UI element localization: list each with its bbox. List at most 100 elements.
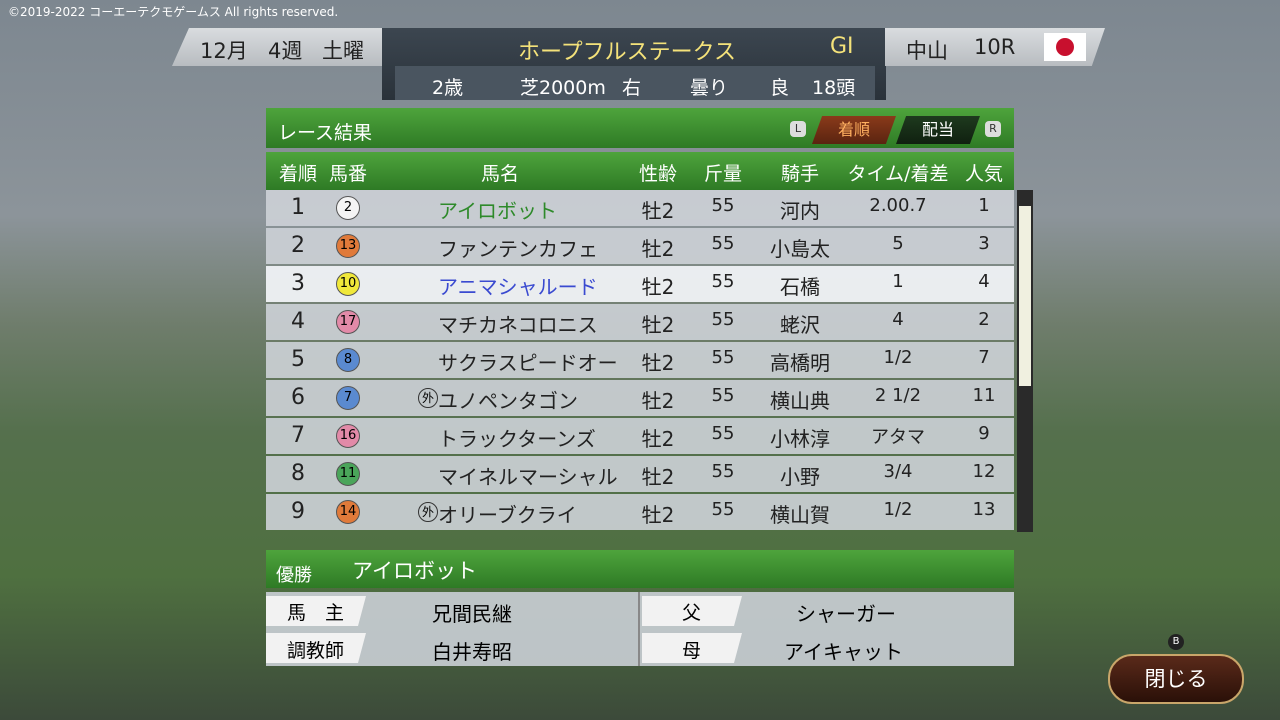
popularity: 11 — [972, 385, 996, 406]
tab-rank[interactable]: 着順 — [812, 116, 896, 144]
column-header: タイム/着差 — [847, 163, 949, 185]
trainer: 白井寿昭 — [432, 640, 512, 664]
label-bg — [266, 596, 366, 626]
day: 土曜 — [322, 39, 364, 63]
jockey: 横山典 — [770, 389, 830, 413]
horse-number: 7 — [336, 386, 360, 410]
horse-name: ユノペンタゴン — [438, 389, 578, 413]
copyright: ©2019-2022 コーエーテクモゲームス All rights reserv… — [8, 5, 339, 19]
margin: 1/2 — [883, 499, 913, 520]
weight: 55 — [711, 423, 735, 444]
horse-number: 13 — [336, 234, 360, 258]
sex-age: 牡2 — [641, 351, 675, 375]
result-row[interactable] — [266, 304, 1014, 340]
result-row[interactable] — [266, 342, 1014, 378]
b-hint: B — [1168, 634, 1184, 650]
result-row[interactable] — [266, 418, 1014, 454]
owner: 兄間民継 — [432, 602, 512, 626]
sex-age: 牡2 — [641, 313, 675, 337]
column-header-bar — [266, 152, 1014, 190]
winner-name: アイロボット — [352, 559, 477, 583]
result-row[interactable] — [266, 228, 1014, 264]
result-row[interactable] — [266, 456, 1014, 492]
race-name: ホープフルステークス — [518, 40, 737, 65]
panel-title: レース結果 — [278, 122, 373, 144]
popularity: 1 — [978, 195, 990, 216]
label-bg — [642, 633, 742, 663]
column-header: 馬名 — [480, 163, 520, 185]
rank: 5 — [291, 347, 305, 372]
column-header: 性齢 — [638, 163, 678, 185]
result-row[interactable] — [266, 494, 1014, 530]
weight: 55 — [711, 309, 735, 330]
race-sub-box — [395, 66, 875, 100]
horse-number: 11 — [336, 462, 360, 486]
sex-age: 牡2 — [641, 389, 675, 413]
horse-name: トラックターンズ — [438, 427, 596, 451]
jockey: 横山賀 — [770, 503, 830, 527]
winner-label: 優勝 — [276, 565, 312, 586]
jockey: 高橋明 — [770, 351, 830, 375]
weight: 55 — [711, 461, 735, 482]
column-header: 着順 — [278, 163, 318, 185]
tab-right-hint: R — [985, 121, 1001, 137]
rank: 3 — [291, 271, 305, 296]
distance: 芝2000m — [520, 77, 606, 99]
rank: 6 — [291, 385, 305, 410]
sire-label: 父 — [682, 602, 702, 624]
horse-number: 10 — [336, 272, 360, 296]
result-row[interactable] — [266, 190, 1014, 226]
margin: 2 1/2 — [874, 385, 922, 406]
close-button[interactable]: 閉じる — [1108, 654, 1244, 704]
tab-left-hint: L — [790, 121, 806, 137]
rank: 1 — [291, 195, 305, 220]
popularity: 4 — [978, 271, 990, 292]
weather: 曇り — [690, 77, 729, 99]
flag — [1044, 33, 1086, 61]
result-row[interactable] — [266, 380, 1014, 416]
jockey: 蛯沢 — [780, 313, 820, 337]
rank: 9 — [291, 499, 305, 524]
label-bg — [642, 596, 742, 626]
margin: 1/2 — [883, 347, 913, 368]
column-header: 馬番 — [328, 163, 368, 185]
weight: 55 — [711, 271, 735, 292]
scroll-thumb[interactable] — [1019, 206, 1031, 386]
trainer-label: 調教師 — [287, 640, 345, 662]
jockey: 小林淳 — [770, 427, 830, 451]
foreign-mark: 外 — [418, 502, 438, 522]
jockey: 河内 — [780, 199, 820, 223]
date-box — [172, 28, 384, 66]
result-row[interactable] — [266, 266, 1014, 302]
popularity: 7 — [978, 347, 990, 368]
course: 中山 — [906, 39, 948, 63]
runners: 18頭 — [812, 77, 856, 99]
popularity: 12 — [972, 461, 996, 482]
horse-name: マイネルマーシャル — [438, 465, 618, 489]
jockey: 小野 — [780, 465, 820, 489]
horse-number: 16 — [336, 424, 360, 448]
week: 4週 — [268, 39, 303, 63]
horse-name: ファンテンカフェ — [438, 237, 598, 261]
horse-name: アイロボット — [438, 199, 557, 223]
rank: 4 — [291, 309, 305, 334]
owner-label: 馬 主 — [287, 602, 345, 624]
sex-age: 牡2 — [641, 427, 675, 451]
jockey: 石橋 — [780, 275, 820, 299]
weight: 55 — [711, 385, 735, 406]
popularity: 13 — [972, 499, 996, 520]
sex-age: 牡2 — [641, 199, 675, 223]
track: 良 — [770, 77, 790, 99]
column-header: 斤量 — [703, 163, 743, 185]
rank: 8 — [291, 461, 305, 486]
weight: 55 — [711, 499, 735, 520]
margin: アタマ — [871, 427, 925, 448]
label-bg — [266, 633, 366, 663]
scrollbar[interactable] — [1017, 190, 1033, 532]
popularity: 3 — [978, 233, 990, 254]
popularity: 9 — [978, 423, 990, 444]
weight: 55 — [711, 347, 735, 368]
margin: 3/4 — [883, 461, 913, 482]
tab-payout[interactable]: 配当 — [896, 116, 980, 144]
